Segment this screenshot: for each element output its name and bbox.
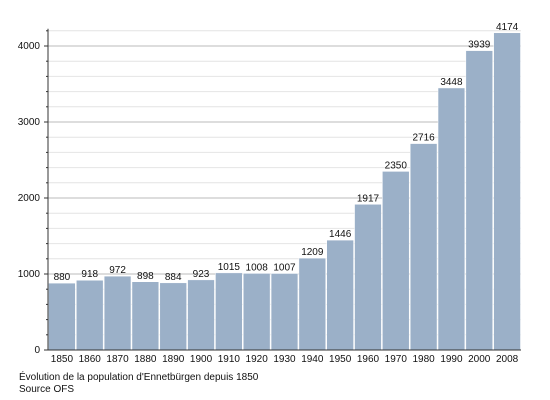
bar-1950 <box>326 239 354 351</box>
x-tick-label-2008: 2008 <box>496 354 519 365</box>
x-tick-label-1900: 1900 <box>190 354 213 365</box>
data-label-1950: 1446 <box>329 229 352 240</box>
data-label-1960: 1917 <box>357 193 380 204</box>
x-tick-label-1890: 1890 <box>162 354 185 365</box>
bar-2000 <box>465 50 493 351</box>
x-tick-label-1950: 1950 <box>329 354 352 365</box>
x-tick-label-1850: 1850 <box>51 354 74 365</box>
bar-1910 <box>215 272 243 351</box>
x-tick-label-1940: 1940 <box>301 354 324 365</box>
data-label-2000: 3939 <box>468 40 491 51</box>
data-label-1860: 918 <box>81 269 98 280</box>
bar-1880 <box>131 281 160 351</box>
bar-1920 <box>243 273 271 351</box>
data-labels: 880 918 972 898 884 923 1015 1008 1007 1209 1446 19… <box>54 22 519 283</box>
data-label-2008: 4174 <box>496 22 519 33</box>
bar-1890 <box>159 282 187 351</box>
data-label-1850: 880 <box>54 272 71 283</box>
data-label-1890: 884 <box>165 272 182 283</box>
x-tick-label-1960: 1960 <box>357 354 380 365</box>
data-label-1880: 898 <box>137 271 154 282</box>
y-tick-label-3000: 3000 <box>18 117 41 128</box>
y-tick-label-2000: 2000 <box>18 193 41 204</box>
bar-1900 <box>187 279 215 351</box>
bar-2008 <box>493 32 521 351</box>
data-label-1920: 1008 <box>246 262 269 273</box>
x-tick-label-2000: 2000 <box>468 354 491 365</box>
bar-1970 <box>382 171 410 351</box>
data-label-1980: 2716 <box>412 133 435 144</box>
x-tick-label-1930: 1930 <box>273 354 296 365</box>
x-tick-label-1910: 1910 <box>218 354 241 365</box>
bar-1860 <box>76 279 104 351</box>
data-label-1940: 1209 <box>301 247 324 258</box>
chart-source: Source OFS <box>19 384 75 395</box>
x-tick-label-1870: 1870 <box>106 354 129 365</box>
data-label-1870: 972 <box>109 265 126 276</box>
bar-1870 <box>103 275 132 351</box>
x-tick-label-1980: 1980 <box>412 354 435 365</box>
axes: 1850 1860 1870 1880 1890 1900 1910 1920 1930 1940… <box>18 28 521 365</box>
x-tick-label-1920: 1920 <box>246 354 269 365</box>
x-tick-label-1860: 1860 <box>79 354 102 365</box>
bars <box>48 32 521 351</box>
bar-1980 <box>409 143 438 351</box>
data-label-1910: 1015 <box>218 262 241 273</box>
data-label-1990: 3448 <box>440 77 463 88</box>
bar-1930 <box>270 273 299 351</box>
chart-caption: Évolution de la population d'Ennetbürgen… <box>19 372 259 383</box>
bar-1940 <box>298 257 326 351</box>
data-label-1930: 1007 <box>273 262 296 273</box>
bar-1990 <box>437 87 466 351</box>
x-tick-label-1970: 1970 <box>385 354 408 365</box>
y-tick-label-0: 0 <box>34 345 40 356</box>
y-tick-label-4000: 4000 <box>18 41 41 52</box>
bar-1850 <box>48 282 76 351</box>
bar-1960 <box>354 204 382 351</box>
x-tick-label-1880: 1880 <box>134 354 157 365</box>
y-tick-label-1000: 1000 <box>18 269 41 280</box>
data-label-1970: 2350 <box>385 160 408 171</box>
x-tick-label-1990: 1990 <box>440 354 463 365</box>
data-label-1900: 923 <box>193 269 210 280</box>
